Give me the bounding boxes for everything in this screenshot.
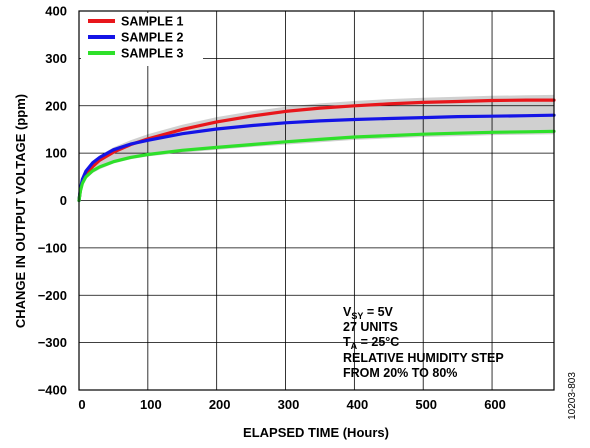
legend: SAMPLE 1 SAMPLE 2 SAMPLE 3 [81,13,203,66]
x-tick-label: 600 [484,397,506,412]
y-tick-label: 300 [45,51,67,66]
conditions-annotation: VSY = 5V 27 UNITS TA = 25°C RELATIVE HUM… [343,305,504,380]
annotation-ta-sub: A [351,341,358,351]
y-tick-label: −200 [38,288,67,303]
annotation-vsy-main: V [343,305,352,319]
y-tick-label: 100 [45,146,67,161]
annotation-humidity-step: RELATIVE HUMIDITY STEP [343,351,504,365]
y-tick-label: −300 [38,335,67,350]
spread-band-layer [79,94,554,201]
unit-spread-band [79,94,554,201]
series-layer [77,98,556,203]
annotation-ta-main: T [343,335,351,349]
tick-label-layer: −400 −300 −200 −100 0 100 200 300 400 0 100 200 300 4… [38,4,506,413]
x-tick-label: 400 [347,397,369,412]
legend-label-sample-2: SAMPLE 2 [121,31,184,45]
y-tick-label: 0 [60,193,67,208]
x-tick-label: 200 [209,397,231,412]
x-tick-label: 100 [140,397,162,412]
y-tick-label: −400 [38,383,67,398]
figure-id: 10203-803 [567,372,578,420]
x-tick-label: 500 [415,397,437,412]
annotation-units: 27 UNITS [343,320,398,334]
y-tick-label: 200 [45,98,67,113]
annotation-vsy-rest: = 5V [363,305,393,319]
annotation-humidity-range: FROM 20% TO 80% [343,366,457,380]
plot-frame [78,10,555,391]
x-tick-label: 0 [78,397,85,412]
x-tick-label: 300 [278,397,300,412]
annotation-vsy-sub: SY [351,311,363,321]
legend-label-sample-1: SAMPLE 1 [121,15,184,29]
y-tick-label: 400 [45,4,67,19]
series-line-sample-1 [77,98,556,203]
series-line-sample-3 [77,129,556,203]
annotation-ta-rest: = 25°C [357,335,399,349]
y-axis-title: CHANGE IN OUTPUT VOLTAGE (ppm) [13,94,28,328]
series-line-sample-2 [77,113,556,203]
y-tick-label: −100 [38,240,67,255]
annotation-vsy: VSY = 5V [343,305,394,321]
x-axis-title: ELAPSED TIME (Hours) [243,425,389,440]
legend-label-sample-3: SAMPLE 3 [121,47,184,61]
annotation-ta: TA = 25°C [343,335,399,351]
